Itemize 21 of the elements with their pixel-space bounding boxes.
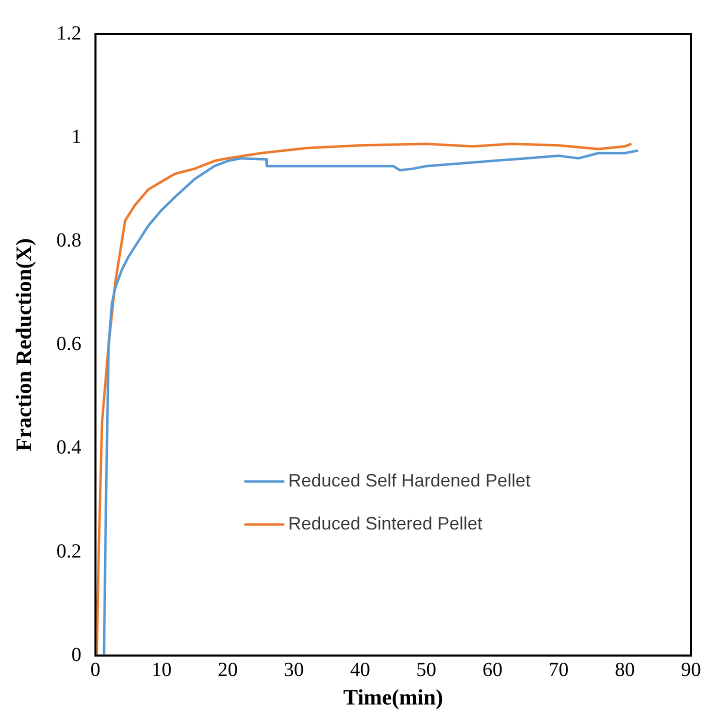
x-tick-label: 20 [218, 658, 238, 681]
legend-label: Reduced Self Hardened Pellet [288, 470, 530, 491]
x-tick-label: 90 [681, 658, 701, 681]
x-tick-label: 60 [482, 658, 502, 681]
x-tick-label: 10 [152, 658, 172, 681]
y-tick-label: 0.4 [56, 436, 82, 459]
y-tick-label: 0.6 [56, 333, 82, 356]
x-axis-title: Time(min) [343, 684, 444, 710]
x-tick-label: 80 [614, 658, 635, 681]
legend-label: Reduced Sintered Pellet [288, 514, 482, 534]
x-tick-label: 50 [416, 658, 436, 681]
y-tick-label: 0 [71, 644, 82, 666]
y-tick-label: 1 [71, 126, 82, 148]
x-tick-label: 30 [284, 658, 304, 681]
y-axis-title: Fraction Reduction(X) [10, 238, 36, 452]
y-tick-label: 0.8 [56, 229, 82, 252]
x-tick-label: 0 [90, 658, 100, 681]
x-tick-label: 40 [350, 658, 370, 681]
y-tick-label: 0.2 [56, 540, 82, 562]
x-tick-label: 70 [548, 658, 569, 681]
y-tick-label: 1.2 [56, 22, 82, 44]
